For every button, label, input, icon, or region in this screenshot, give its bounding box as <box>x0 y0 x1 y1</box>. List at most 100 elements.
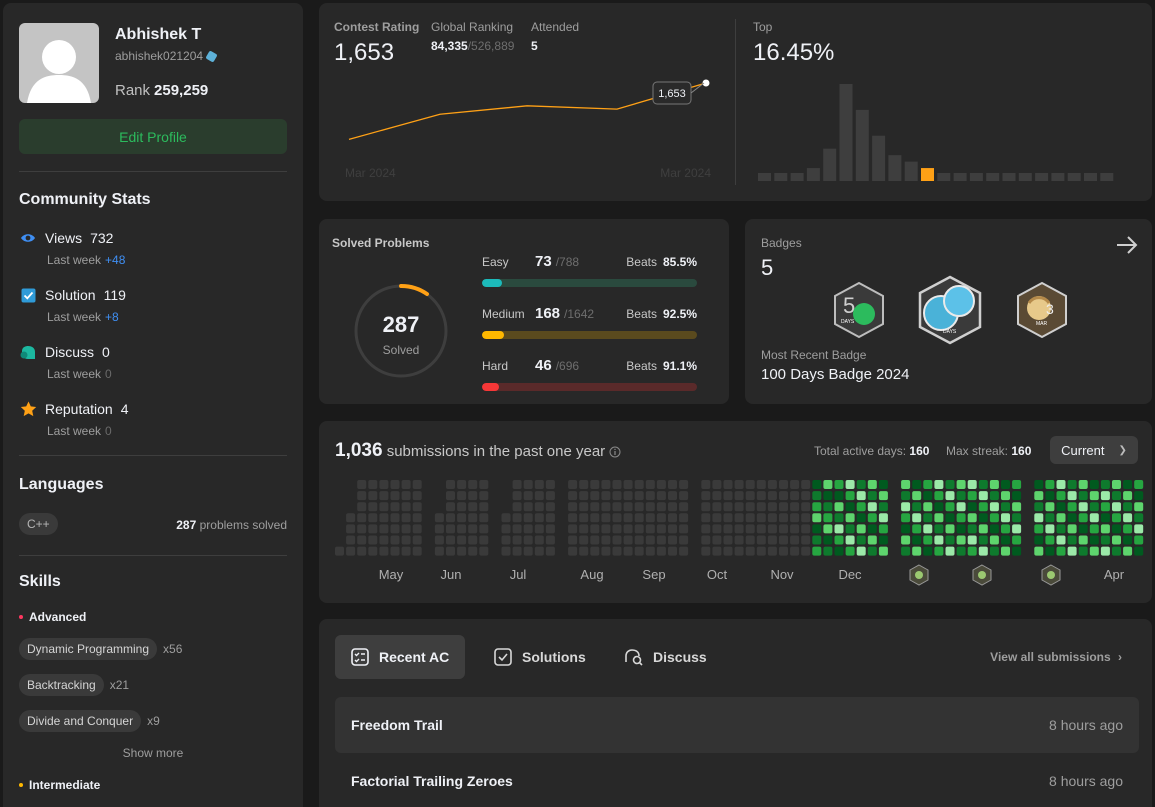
heatmap-cell <box>668 491 677 501</box>
heatmap-cell <box>723 480 733 489</box>
heatmap-cell <box>923 480 933 489</box>
heatmap-cell <box>923 535 933 545</box>
recent-activity-card: Recent AC Solutions Discuss View all sub… <box>319 619 1152 807</box>
problem-title: Freedom Trail <box>351 717 443 733</box>
heatmap-cell <box>590 524 600 534</box>
info-icon[interactable] <box>609 446 621 458</box>
skill-chip[interactable]: Backtracking <box>19 674 104 696</box>
heatmap-cell <box>679 524 689 534</box>
heatmap-cell <box>912 513 922 523</box>
heatmap-cell <box>612 502 622 512</box>
heatmap-cell <box>523 513 533 523</box>
heatmap-cell <box>779 524 788 534</box>
badge-50-days-icon[interactable]: 5 DAYS <box>831 281 887 339</box>
heatmap-cell <box>801 524 811 534</box>
view-all-submissions-link[interactable]: View all submissions › <box>990 650 1122 664</box>
heatmap-cell <box>446 546 455 556</box>
skill-chip[interactable]: Divide and Conquer <box>19 710 142 732</box>
heatmap-cell <box>779 513 788 523</box>
heatmap-cell <box>568 513 578 523</box>
heatmap-cell <box>1012 502 1022 512</box>
rating-line-chart[interactable]: 1,653 Mar 2024 Mar 2024 <box>319 3 729 201</box>
heatmap-cell <box>479 502 489 512</box>
heatmap-cell <box>989 524 999 534</box>
max-streak: Max streak: 160 <box>946 444 1031 458</box>
heatmap-cell <box>856 480 866 489</box>
heatmap-cell <box>779 546 788 556</box>
heatmap-cell <box>701 535 711 545</box>
chevron-right-icon: › <box>1118 650 1122 664</box>
tab-solutions[interactable]: Solutions <box>478 635 602 679</box>
heatmap-cell <box>1056 513 1066 523</box>
heatmap-cell <box>357 524 367 534</box>
rating-distribution-chart[interactable] <box>749 73 1139 188</box>
heatmap-cell <box>801 513 811 523</box>
heatmap-cell <box>512 546 522 556</box>
heatmap-cell <box>1012 535 1022 545</box>
heatmap-cell <box>579 535 589 545</box>
heatmap-cell <box>645 546 655 556</box>
heatmap-cell <box>779 502 788 512</box>
tab-discuss[interactable]: Discuss <box>607 635 723 679</box>
heatmap-cell <box>1056 480 1066 489</box>
rating-line <box>348 82 707 140</box>
heatmap-cell <box>645 502 655 512</box>
recent-badge-name: 100 Days Badge 2024 <box>761 366 910 383</box>
avatar[interactable] <box>19 23 99 103</box>
heatmap-cell <box>468 480 478 489</box>
heatmap-cell <box>745 535 755 545</box>
list-item[interactable]: Factorial Trailing Zeroes 8 hours ago <box>335 753 1139 807</box>
heatmap-cell <box>679 535 689 545</box>
difficulty-total: /1642 <box>564 307 595 321</box>
heatmap-cell <box>1056 491 1066 501</box>
histogram-bar <box>969 173 983 181</box>
heatmap-cell <box>612 535 622 545</box>
edit-profile-button[interactable]: Edit Profile <box>19 119 287 154</box>
list-item[interactable]: Freedom Trail 8 hours ago <box>335 697 1139 753</box>
heatmap-cell <box>878 546 888 556</box>
heatmap-cell <box>701 524 711 534</box>
heatmap-cell <box>534 535 544 545</box>
heatmap-cell <box>545 502 555 512</box>
heatmap-cell <box>878 535 888 545</box>
histogram-bar <box>937 173 951 181</box>
heatmap-cell <box>523 480 533 489</box>
heatmap-cell <box>1034 546 1044 556</box>
badge-march-icon[interactable]: 3 MAR <box>1015 281 1069 339</box>
heatmap-cell <box>912 535 922 545</box>
show-more-button[interactable]: Show more <box>122 746 184 760</box>
arrow-right-icon[interactable] <box>1116 236 1138 254</box>
solved-progress-ring[interactable] <box>353 283 449 379</box>
heatmap-cell <box>634 502 644 512</box>
beats-label: Beats <box>626 255 657 269</box>
badge-100-days-icon[interactable]: DAYS <box>917 275 983 345</box>
heatmap-cell <box>379 513 389 523</box>
view-all-label: View all submissions <box>990 650 1111 664</box>
heatmap-cell <box>1100 491 1110 501</box>
heatmap-cell <box>923 546 933 556</box>
heatmap-cell <box>346 535 356 545</box>
heatmap-cell <box>978 535 988 545</box>
heatmap-cell <box>534 502 544 512</box>
heatmap-cell <box>668 480 677 489</box>
submissions-summary: 1,036 submissions in the past one year <box>335 440 621 462</box>
intermediate-dot-icon <box>19 783 23 787</box>
heatmap-cell <box>612 480 622 489</box>
language-chip-cpp[interactable]: C++ <box>19 513 58 535</box>
heatmap-cell <box>368 513 378 523</box>
heatmap-cell <box>723 502 733 512</box>
stat-label: Solution <box>45 287 96 303</box>
period-select[interactable]: Current ❯ <box>1050 436 1138 464</box>
heatmap-cell <box>457 513 467 523</box>
beats-value: 91.1% <box>662 359 697 373</box>
heatmap-cell <box>412 513 422 523</box>
heatmap-cell <box>734 535 744 545</box>
star-icon <box>19 400 37 418</box>
skill-chip[interactable]: Dynamic Programming <box>19 638 158 660</box>
progress-fill <box>482 279 502 287</box>
stat-discuss: Discuss 0 Last week 0 <box>19 343 279 381</box>
solved-total-label: Solved <box>382 343 420 357</box>
submission-heatmap[interactable]: May Jun Jul Aug Sep Oct Nov Dec Apr <box>319 421 1152 603</box>
tab-recent-ac[interactable]: Recent AC <box>335 635 466 679</box>
histogram-bar <box>823 148 837 181</box>
